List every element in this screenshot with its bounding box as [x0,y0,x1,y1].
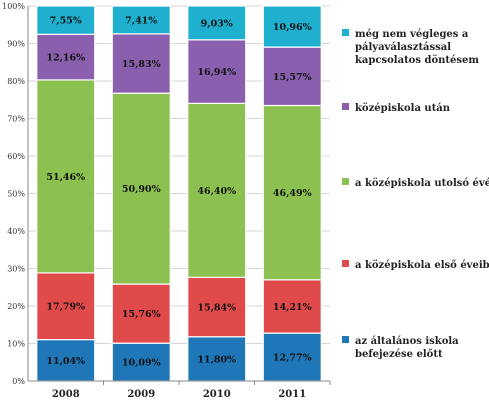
y-tick-label: 50% [7,190,25,199]
bar-segment [36,79,96,274]
bar-segment [111,283,171,344]
y-tick-label: 30% [7,265,25,274]
y-tick-label: 0% [12,377,25,386]
bar-segment [262,279,322,334]
bar-segment [36,5,96,35]
data-label: 10,96% [273,22,312,33]
y-tick-label: 60% [7,152,25,161]
bar-segment [111,342,171,382]
data-label: 11,04% [46,356,85,367]
bar-segment [36,339,96,382]
data-label: 9,03% [201,18,233,29]
y-tick-label: 90% [7,40,25,49]
legend-label: még nem végleges a pályaválasztással kapcs… [355,29,479,66]
x-tick-label: 2010 [203,389,231,400]
data-label: 50,90% [122,184,161,195]
data-label: 16,94% [197,67,236,78]
data-label: 14,21% [273,302,312,313]
legend-swatch [342,178,349,185]
bars: 11,04% 17,79% 51,46% 12,16% 7,55% 10,09% 15,76… [36,5,322,382]
bar-segment [187,276,247,338]
legend-label-line: befejezése előtt [355,349,443,360]
data-label: 10,09% [122,358,161,369]
data-label: 7,41% [125,15,157,26]
bar-segment [111,33,171,94]
legend-label-line: a középiskola utolsó évében [355,178,489,189]
data-label: 15,57% [273,72,312,83]
bar-segment [187,5,247,41]
bar-segment [262,5,322,48]
legend-label-line: pályaválasztással [355,42,451,53]
y-tick-label: 20% [7,302,25,311]
data-label: 12,16% [46,53,85,64]
y-tick-label: 100% [2,2,25,11]
data-label: 51,46% [46,172,85,183]
y-tick-label: 80% [7,77,25,86]
legend: még nem végleges a pályaválasztással kapcs… [342,29,489,360]
x-tick-label: 2008 [52,389,80,400]
data-label: 15,76% [122,309,161,320]
legend-swatch [342,336,349,343]
legend-swatch [342,103,349,110]
legend-label-line: még nem végleges a [355,29,469,40]
legend-label: a középiskola utolsó évében [355,178,489,189]
legend-label-line: kapcsolatos döntésem [355,55,479,66]
data-label: 12,77% [273,353,312,364]
bar-segment [262,332,322,382]
data-label: 15,83% [122,59,161,70]
legend-label: az általános iskola befejezése előtt [355,336,459,360]
data-label: 46,40% [197,186,236,197]
legend-label-line: a középiskola első éveiben [355,260,489,271]
legend-swatch [342,29,349,36]
bar-segment [262,46,322,107]
legend-label-line: az általános iskola [355,336,459,347]
legend-label: a középiskola első éveiben [355,260,489,271]
bar-segment [111,5,171,35]
data-label: 11,80% [197,354,236,365]
legend-swatch [342,260,349,267]
y-tick-label: 40% [7,227,25,236]
bar-segment [187,102,247,278]
x-tick-label: 2009 [127,389,155,400]
data-label: 46,49% [273,188,312,199]
legend-label-line: középiskola után [355,103,451,114]
bar-segment [111,92,171,285]
y-axis: 0% 10% 20% 30% 40% 50% 60% 70% 80% 90% 100% [2,2,29,386]
bar-segment [187,39,247,104]
x-axis: 2008 2009 2010 2011 [28,380,331,400]
data-label: 17,79% [46,302,85,313]
bar-segment [187,336,247,382]
legend-label: középiskola után [355,103,451,114]
y-tick-label: 10% [7,340,25,349]
data-label: 7,55% [50,16,82,27]
bar-segment [262,104,322,281]
bar-segment [36,33,96,81]
x-tick-label: 2011 [278,389,306,400]
y-tick-label: 70% [7,115,25,124]
bar-segment [36,272,96,341]
data-label: 15,84% [197,303,236,314]
